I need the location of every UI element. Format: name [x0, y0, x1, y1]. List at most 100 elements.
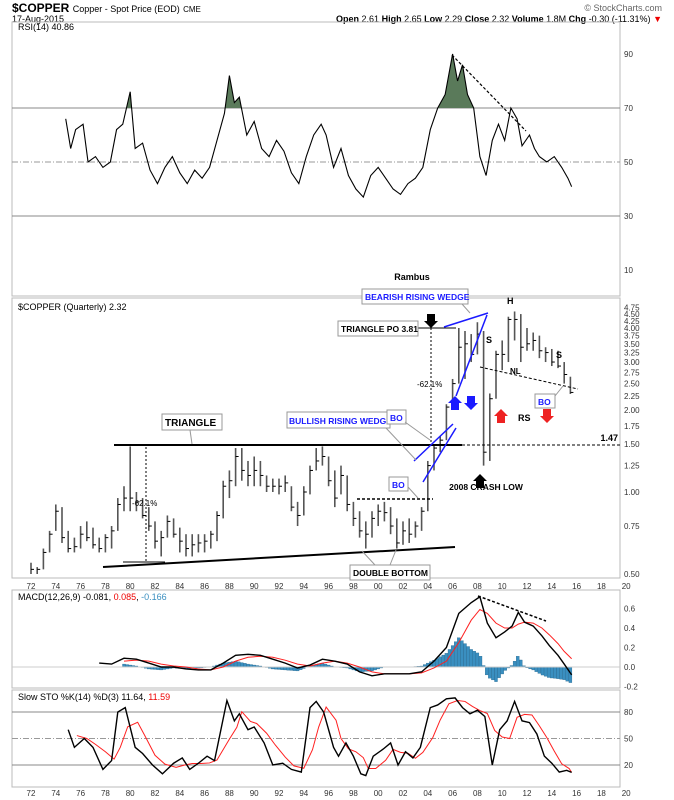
bo-callout	[388, 476, 409, 492]
sto-k-line	[67, 697, 572, 777]
crash-low-label: 2008 CRASH LOW	[449, 482, 524, 492]
rsi-ytick: 10	[624, 266, 633, 275]
price-ytick: 3.25	[624, 349, 640, 358]
sto-xtick: 12	[523, 789, 532, 798]
price-ytick: 2.00	[624, 406, 640, 415]
bo-label: BO	[392, 480, 405, 490]
symbol: $COPPER	[12, 1, 70, 15]
volume-value: 1.8M	[546, 14, 567, 24]
macd-histogram-bar	[540, 666, 545, 676]
sto-ytick: 80	[624, 708, 633, 717]
close-label: Close	[464, 14, 490, 24]
price-xtick: 88	[225, 582, 234, 591]
macd-histogram-bar	[512, 661, 517, 668]
macd-line	[99, 595, 573, 677]
high-label: High	[381, 14, 402, 24]
price-xtick: 86	[200, 582, 209, 591]
rsi-ytick: 90	[624, 50, 633, 59]
bearish-wedge-bottom	[455, 314, 488, 397]
price-xtick: 90	[250, 582, 259, 591]
low-value: 2.29	[444, 14, 463, 24]
annotations: Rambus BEARISH RISING WEDGE	[102, 54, 620, 622]
price-xtick: 74	[51, 582, 60, 591]
bo-callout	[534, 393, 556, 409]
price-xtick: 16	[572, 582, 581, 591]
sto-xtick: 20	[622, 789, 631, 798]
arrow-up-icon	[494, 409, 508, 423]
macd-histogram-bar	[370, 666, 374, 672]
macd-ytick: 0.0	[624, 663, 636, 672]
price-ytick: 0.75	[624, 522, 640, 531]
bo-label: BO	[538, 397, 551, 407]
copyright: © StockCharts.com	[584, 3, 662, 13]
sto-xtick: 86	[200, 789, 209, 798]
sto-d-line	[76, 700, 573, 773]
price-xtick: 18	[597, 582, 606, 591]
sto-xtick: 00	[374, 789, 383, 798]
macd-histogram-bar	[503, 666, 507, 671]
sto-xtick: 88	[225, 789, 234, 798]
macd-histogram-bar	[466, 646, 470, 668]
price-ytick: 2.25	[624, 392, 640, 401]
instrument-name: Copper - Spot Price (EOD)	[72, 4, 180, 14]
macd-histogram-bar	[289, 666, 294, 671]
retrace-label: -62.1%	[417, 380, 442, 389]
rs-label: RS	[518, 413, 531, 423]
high-value: 2.65	[404, 14, 422, 24]
macd-histogram-bar	[519, 659, 523, 668]
macd-histogram-bar	[450, 645, 455, 668]
chg-label: Chg	[568, 14, 587, 24]
macd-histogram-bar	[460, 640, 464, 668]
shoulder-left-label: S	[486, 335, 492, 345]
signal-value: 0.085	[114, 592, 137, 602]
sto-xtick: 92	[275, 789, 284, 798]
bearish-wedge-label: BEARISH RISING WEDGE	[365, 292, 470, 302]
price-ytick: 4.25	[624, 317, 640, 326]
exchange: CME	[183, 5, 201, 14]
open-label: Open	[336, 14, 360, 24]
macd-histogram-bar	[516, 656, 520, 668]
sto-xtick: 14	[547, 789, 556, 798]
macd-histogram-bar	[494, 666, 498, 682]
macd-legend: MACD(12,26,9) -0.081, 0.085, -0.166	[18, 592, 167, 602]
rsi-legend: RSI(14) 40.86	[18, 22, 74, 32]
macd-histogram-bar	[497, 666, 501, 678]
macd-histogram-bar	[488, 666, 492, 679]
sto-legend: Slow STO %K(14) %D(3) 11.64, 11.59	[18, 692, 170, 702]
chart-title: $COPPER Copper - Spot Price (EOD) CME	[12, 1, 201, 15]
macd-histogram-bar	[491, 666, 495, 681]
macd-histogram-bar	[475, 652, 480, 668]
head-label: H	[507, 296, 514, 306]
arrow-down-icon	[540, 409, 554, 423]
bearish-wedge-top	[443, 312, 489, 328]
price-ytick: 0.50	[624, 570, 640, 579]
macd-histogram-bar	[243, 663, 247, 668]
price-xtick: 14	[547, 582, 556, 591]
sto-xtick: 74	[51, 789, 60, 798]
sto-xtick: 80	[126, 789, 135, 798]
author-label: Rambus	[394, 272, 430, 282]
open-value: 2.61	[361, 14, 380, 24]
bo-callout	[386, 409, 407, 425]
macd-histogram-bar	[537, 666, 542, 674]
price-ytick: 4.50	[624, 310, 640, 319]
price-legend: $COPPER (Quarterly) 2.32	[18, 302, 127, 312]
bullish-wedge-top	[413, 423, 454, 462]
macd-histogram-bar	[543, 666, 548, 677]
macd-legend-title: MACD(12,26,9)	[18, 592, 81, 602]
sto-xtick: 04	[423, 789, 432, 798]
rsi-panel	[11, 21, 621, 297]
sto-xtick: 18	[597, 789, 606, 798]
level-label: 1.47	[600, 433, 618, 443]
price-xtick: 02	[399, 582, 408, 591]
price-xtick: 78	[101, 582, 110, 591]
hist-value: -0.166	[141, 592, 167, 602]
sto-xtick: 10	[498, 789, 507, 798]
price-ytick: 4.75	[624, 304, 640, 313]
bo-label: BO	[390, 413, 403, 423]
macd-ytick: -0.2	[624, 683, 638, 692]
price-xtick: 76	[76, 582, 85, 591]
triangle-label: TRIANGLE	[165, 418, 216, 429]
macd-histogram-bar	[534, 666, 538, 672]
